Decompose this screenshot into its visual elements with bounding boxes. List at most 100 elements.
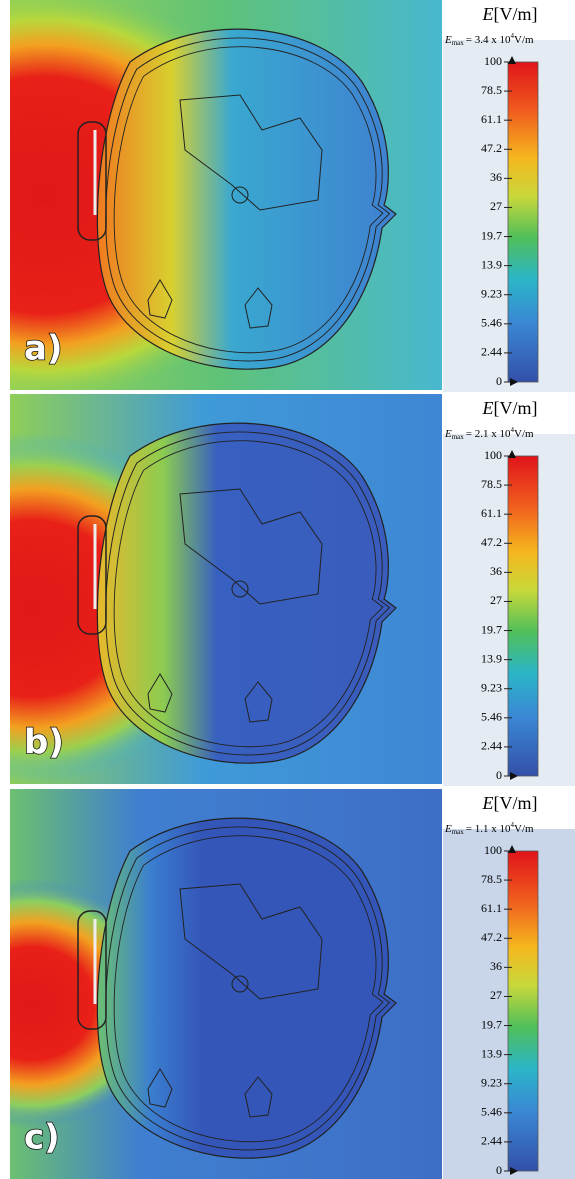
emax-unit: V/m (514, 34, 534, 46)
colorbar-tick-label: 78.5 (481, 477, 502, 491)
panel: b)E[V/m]Emax = 2.1 x 104V/m10078.561.147.… (10, 394, 575, 786)
colorbar-tick-label: 0 (496, 374, 502, 388)
head-outline (105, 431, 391, 756)
brain-region (179, 488, 323, 605)
colorbar-tick-label: 2.44 (481, 345, 502, 359)
emax-exponent: 4 (511, 821, 515, 829)
colorbar-tick-label: 78.5 (481, 872, 502, 886)
emax-exponent: 4 (511, 32, 515, 40)
eye-region (147, 279, 173, 319)
colorbar-tick-label: 47.2 (481, 930, 502, 944)
brain-region (231, 975, 249, 993)
legend-unit: [V/m] (494, 4, 538, 24)
colorbar-arrow (508, 56, 516, 64)
colorbar (507, 850, 539, 1172)
eye-region (244, 681, 273, 723)
emax-symbol: E (444, 428, 452, 440)
legend-title: E[V/m] (482, 793, 538, 813)
colorbar-tick-label: 9.23 (481, 680, 502, 694)
colorbar-tick-label: 13.9 (481, 257, 502, 271)
phone (77, 515, 107, 635)
colorbar (507, 61, 539, 383)
colorbar-tick-label: 27 (490, 593, 502, 607)
emax-symbol: E (444, 823, 452, 835)
colorbar-tick-label: 27 (490, 988, 502, 1002)
emax-label: Emax = 2.1 x 104V/m (444, 426, 534, 441)
colorbar-tick-label: 78.5 (481, 83, 502, 97)
legend-symbol: E (482, 793, 494, 813)
brain-region (231, 580, 249, 598)
colorbar-tick-label: 5.46 (481, 710, 502, 724)
emax-unit: V/m (514, 428, 534, 440)
colorbar-arrow (508, 450, 516, 458)
colorbar-tick-label: 27 (490, 199, 502, 213)
colorbar-tick-label: 100 (484, 54, 502, 68)
colorbar-tick-label: 13.9 (481, 651, 502, 665)
colorbar (507, 455, 539, 777)
legend-title: E[V/m] (482, 4, 538, 24)
colorbar-arrow (510, 378, 518, 386)
colorbar-tick-label: 2.44 (481, 1134, 502, 1148)
brain-region (179, 883, 323, 1000)
colorbar-tick-label: 0 (496, 768, 502, 782)
colorbar-tick-label: 19.7 (481, 622, 502, 636)
colorbar-arrow (510, 772, 518, 780)
emax-label: Emax = 1.1 x 104V/m (444, 821, 534, 836)
brain-region (179, 94, 323, 211)
colorbar-arrow (510, 1167, 518, 1175)
colorbar-tick-label: 5.46 (481, 1105, 502, 1119)
head-outline (105, 37, 391, 362)
colorbar-tick-label: 36 (490, 564, 502, 578)
emax-subscript: max (452, 828, 465, 836)
colorbar-tick-label: 5.46 (481, 316, 502, 330)
eye-region (244, 287, 273, 329)
head-outline (113, 835, 384, 1143)
emax-symbol: E (444, 34, 452, 46)
colorbar-tick-label: 19.7 (481, 228, 502, 242)
phone (77, 121, 107, 241)
colorbar-tick-label: 9.23 (481, 1075, 502, 1089)
panel-label: c) (24, 1118, 60, 1158)
emax-text: = 1.1 x 10 (466, 823, 511, 835)
colorbar-tick-label: 61.1 (481, 506, 502, 520)
panel-label: a) (24, 329, 62, 369)
panel: a)E[V/m]Emax = 3.4 x 104V/m10078.561.147.… (10, 0, 575, 392)
colorbar-tick-label: 100 (484, 448, 502, 462)
legend-symbol: E (482, 4, 494, 24)
head-outline (113, 46, 384, 354)
head-outline (113, 440, 384, 748)
colorbar-tick-label: 36 (490, 170, 502, 184)
colorbar-tick-label: 13.9 (481, 1046, 502, 1060)
emax-text: = 3.4 x 10 (466, 34, 511, 46)
colorbar-arrow (508, 845, 516, 853)
panel-label: b) (24, 723, 64, 763)
panel: c)E[V/m]Emax = 1.1 x 104V/m10078.561.147.… (10, 789, 575, 1179)
phone (77, 910, 107, 1030)
colorbar-tick-label: 61.1 (481, 112, 502, 126)
brain-region (231, 186, 249, 204)
legend-symbol: E (482, 398, 494, 418)
emax-label: Emax = 3.4 x 104V/m (444, 32, 534, 47)
colorbar-tick-label: 0 (496, 1163, 502, 1177)
colorbar-tick-label: 100 (484, 843, 502, 857)
head-outline (105, 826, 391, 1151)
emax-text: = 2.1 x 10 (466, 428, 511, 440)
eye-region (147, 1068, 173, 1108)
emax-subscript: max (452, 39, 465, 47)
legend-unit: [V/m] (494, 793, 538, 813)
legend-unit: [V/m] (494, 398, 538, 418)
colorbar-tick-label: 36 (490, 959, 502, 973)
colorbar-tick-label: 47.2 (481, 535, 502, 549)
legend-title: E[V/m] (482, 398, 538, 418)
colorbar-tick-label: 61.1 (481, 901, 502, 915)
eye-region (147, 673, 173, 713)
emax-unit: V/m (514, 823, 534, 835)
colorbar-tick-label: 19.7 (481, 1017, 502, 1031)
emax-exponent: 4 (511, 426, 515, 434)
eye-region (244, 1076, 273, 1118)
colorbar-tick-label: 47.2 (481, 141, 502, 155)
colorbar-tick-label: 9.23 (481, 286, 502, 300)
emax-subscript: max (452, 433, 465, 441)
colorbar-tick-label: 2.44 (481, 739, 502, 753)
